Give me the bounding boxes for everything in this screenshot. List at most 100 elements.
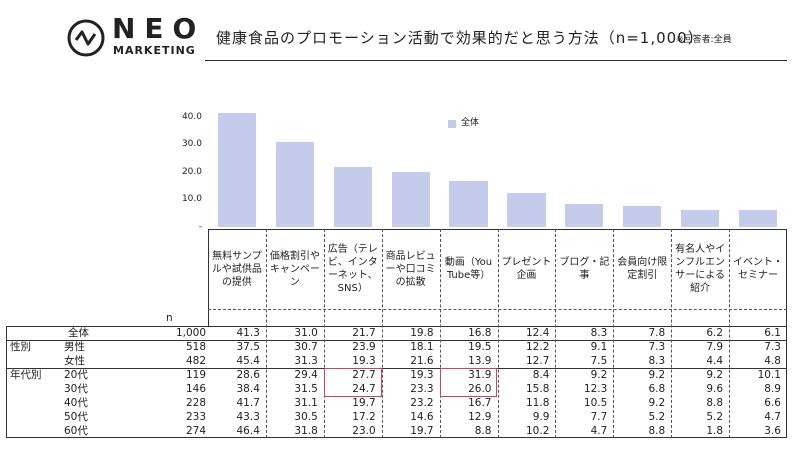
column-header: ブログ・記事 [559,257,610,281]
cell-value: 31.0 [294,327,318,339]
cell-value: 6.2 [706,327,724,339]
cell-value: 7.8 [648,327,666,339]
cell-value: 11.8 [526,397,550,409]
y-tick-label: - [198,222,202,232]
cell-value: 24.7 [352,383,376,395]
cell-value: 9.6 [706,383,724,395]
row-group: 年代別 [10,369,42,381]
row-n: 146 [185,383,206,395]
bar [623,205,662,227]
cell-value: 23.0 [352,425,376,437]
row-n: 482 [185,355,206,367]
cell-value: 26.0 [468,383,492,395]
cell-value: 30.7 [294,341,318,353]
cell-value: 31.9 [468,369,492,381]
logo-sub: MARKETING [113,44,196,57]
cell-value: 19.5 [468,341,492,353]
cell-value: 13.9 [468,355,492,367]
cell-value: 8.9 [764,383,781,395]
y-tick-label: 30.0 [181,139,202,150]
logo-text: NEO [112,12,206,45]
y-tick-label: 10.0 [181,194,202,205]
cell-value: 14.6 [410,411,434,423]
header-rule [208,309,787,310]
bar [738,210,778,227]
highlight-box [439,368,498,397]
cell-value: 9.1 [590,341,608,353]
row-label: 全体 [68,327,89,339]
cell-value: 28.6 [236,369,260,381]
cell-value: 41.3 [236,327,260,339]
cell-value: 4.7 [590,425,608,437]
cell-value: 6.8 [648,383,666,395]
bar [217,113,257,227]
column-rule [497,229,499,438]
cell-value: 6.6 [764,397,781,409]
cell-value: 8.3 [648,355,666,367]
cell-value: 7.9 [706,341,724,353]
cell-value: 45.4 [236,355,260,367]
row-n: 1,000 [175,327,206,339]
cell-value: 19.3 [352,355,376,367]
cell-value: 6.1 [764,327,781,339]
cell-value: 19.8 [410,327,434,339]
bar [565,204,604,227]
bar [681,209,720,227]
cell-value: 19.7 [410,425,434,437]
column-rule [555,229,557,438]
cell-value: 10.5 [583,397,608,409]
cell-value: 23.3 [410,383,434,395]
chart-title: 健康食品のプロモーション活動で効果的だと思う方法（n=1,000） [216,29,704,47]
cell-value: 12.9 [468,411,492,423]
bar [391,172,430,227]
cell-value: 9.2 [590,369,608,381]
bar [333,167,372,227]
column-header: 価格割引やキャンペーン [269,250,320,288]
cell-value: 7.5 [590,355,608,367]
cell-value: 4.7 [764,411,781,423]
cell-value: 12.3 [583,383,608,395]
title-rule [205,60,787,61]
row-label: 60代 [64,425,88,437]
column-rule [613,229,615,438]
row-group: 性別 [10,341,31,353]
cell-value: 8.3 [590,327,608,339]
row-n: 228 [185,397,206,409]
column-rule [439,229,441,438]
row-n: 233 [185,411,206,423]
cell-value: 7.3 [764,341,781,353]
cell-value: 9.9 [532,411,550,423]
legend-swatch [448,120,456,128]
chart-subtitle: ※回答者:全員 [676,35,732,45]
cell-value: 8.4 [532,369,550,381]
y-tick-label: 20.0 [181,166,202,177]
cell-value: 37.5 [236,341,260,353]
row-n: 119 [185,369,206,381]
row-label: 30代 [64,383,88,395]
cell-value: 27.7 [352,369,376,381]
table-border [6,326,787,438]
cell-value: 10.1 [757,369,781,381]
column-rule [265,229,267,438]
cell-value: 15.8 [526,383,550,395]
cell-value: 4.8 [764,355,781,367]
cell-value: 19.7 [352,397,376,409]
cell-value: 9.2 [648,397,666,409]
row-label: 男性 [64,341,85,353]
column-rule [381,229,383,438]
column-header: プレゼント企画 [501,257,552,281]
row-label: 女性 [64,355,85,367]
column-header: 動画（YouTube等） [444,257,493,281]
cell-value: 18.1 [410,341,434,353]
n-label: n [166,312,173,324]
cell-value: 23.9 [352,341,376,353]
column-rule [671,229,673,438]
row-label: 40代 [64,397,88,409]
cell-value: 31.8 [294,425,318,437]
cell-value: 1.8 [706,425,724,437]
bar [275,141,314,227]
column-header: イベント・セミナー [733,257,784,281]
cell-value: 17.2 [352,411,376,423]
cell-value: 29.4 [294,369,318,381]
